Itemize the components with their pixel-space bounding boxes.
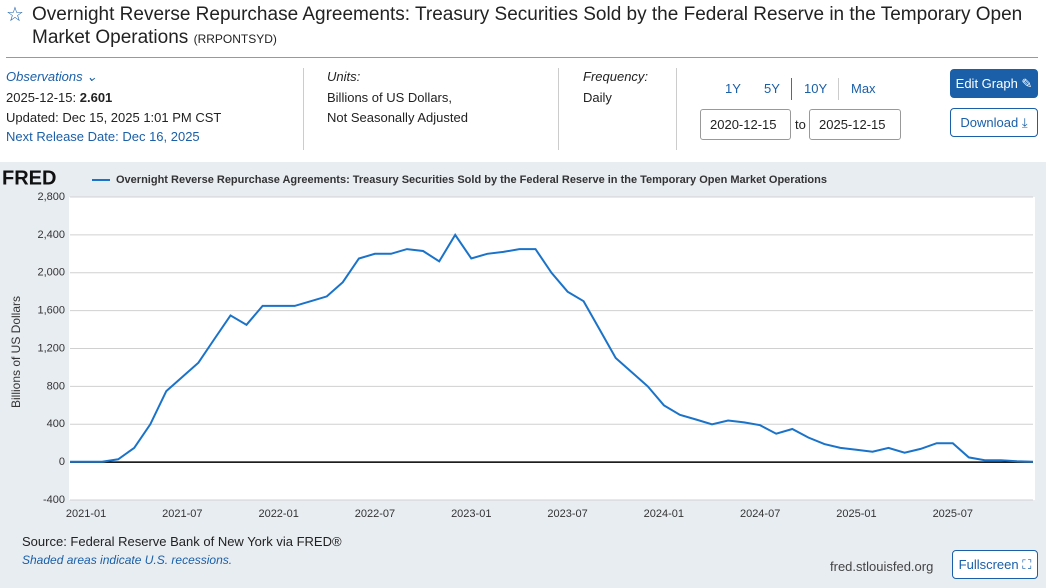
star[interactable]: ☆ bbox=[6, 4, 24, 26]
frequency-label: Frequency: bbox=[583, 69, 649, 84]
frequency: Daily bbox=[583, 90, 612, 105]
end-date[interactable]: 2025-12-15 bbox=[809, 109, 901, 140]
logo: FRED bbox=[2, 167, 56, 189]
range-button[interactable]: 1Y bbox=[725, 81, 741, 96]
y-tick-label: 1,600 bbox=[37, 305, 65, 317]
download-text[interactable]: Download bbox=[960, 115, 1019, 130]
legend-text: Overnight Reverse Repurchase Agreements:… bbox=[116, 174, 827, 186]
x-tick-label: 2024-07 bbox=[740, 508, 780, 520]
obs-date: 2025-12-15: bbox=[6, 90, 77, 105]
sep bbox=[303, 68, 304, 150]
to: to bbox=[795, 117, 806, 132]
fullscreen-text[interactable]: Fullscreen bbox=[958, 557, 1019, 572]
sep bbox=[558, 68, 559, 150]
sep bbox=[838, 78, 839, 100]
obs-value: 2.601 bbox=[79, 90, 113, 105]
recessions: Shaded areas indicate U.S. recessions. bbox=[22, 553, 233, 567]
site: fred.stlouisfed.org bbox=[830, 559, 934, 574]
range-button[interactable]: 5Y bbox=[764, 81, 780, 96]
units: Billions of US Dollars, bbox=[327, 90, 452, 105]
obs: 2025-12-15: 2.601 bbox=[6, 90, 112, 105]
y-tick-label: 2,000 bbox=[37, 267, 65, 279]
next-release[interactable]: Next Release Date: Dec 16, 2025 bbox=[6, 129, 200, 144]
y-tick-label: 800 bbox=[47, 380, 65, 392]
obs-label[interactable]: Observations bbox=[6, 69, 83, 84]
y-axis-label: Billions of US Dollars bbox=[9, 296, 23, 408]
edit-graph-text[interactable]: Edit Graph bbox=[955, 76, 1018, 91]
x-tick-label: 2024-01 bbox=[644, 508, 684, 520]
y-tick-label: 2,800 bbox=[37, 191, 65, 203]
source: Source: Federal Reserve Bank of New York… bbox=[22, 534, 342, 549]
x-tick-label: 2022-01 bbox=[258, 508, 298, 520]
edit-graph[interactable]: Edit Graph ✎ bbox=[950, 69, 1038, 98]
updated: Updated: Dec 15, 2025 1:01 PM CST bbox=[6, 110, 222, 125]
observations[interactable]: Observations ⌄ bbox=[6, 69, 98, 84]
series-line bbox=[69, 233, 1034, 463]
units-label: Units: bbox=[327, 69, 361, 84]
y-tick-label: 1,200 bbox=[37, 342, 65, 354]
range-button[interactable]: 10Y bbox=[804, 81, 828, 96]
y-tick-label: 400 bbox=[47, 418, 65, 430]
x-tick-label: 2022-07 bbox=[355, 508, 395, 520]
y-tick-label: -400 bbox=[43, 494, 65, 506]
series-id: (RRPONTSYD) bbox=[193, 32, 277, 46]
divider bbox=[6, 57, 1038, 58]
download[interactable]: Download ⤓ bbox=[950, 108, 1038, 137]
x-tick-label: 2021-07 bbox=[162, 508, 202, 520]
x-tick-label: 2023-07 bbox=[547, 508, 587, 520]
chart: FRED Overnight Reverse Repurchase Agreem… bbox=[0, 162, 1046, 588]
x-tick-label: 2023-01 bbox=[451, 508, 491, 520]
title: Overnight Reverse Repurchase Agreements:… bbox=[32, 4, 1023, 48]
range-button[interactable]: Max bbox=[851, 81, 876, 96]
fullscreen[interactable]: Fullscreen ⛶ bbox=[952, 550, 1038, 579]
sep bbox=[676, 68, 677, 150]
start-date[interactable]: 2020-12-15 bbox=[700, 109, 791, 140]
title-block: Overnight Reverse Repurchase Agreements:… bbox=[32, 3, 1032, 51]
x-tick-label: 2021-01 bbox=[66, 508, 106, 520]
x-tick-label: 2025-01 bbox=[836, 508, 876, 520]
sep bbox=[791, 78, 792, 100]
x-tick-label: 2025-07 bbox=[933, 508, 973, 520]
y-tick-label: 2,400 bbox=[37, 229, 65, 241]
y-tick-label: 0 bbox=[59, 456, 65, 468]
units: Not Seasonally Adjusted bbox=[327, 110, 468, 125]
